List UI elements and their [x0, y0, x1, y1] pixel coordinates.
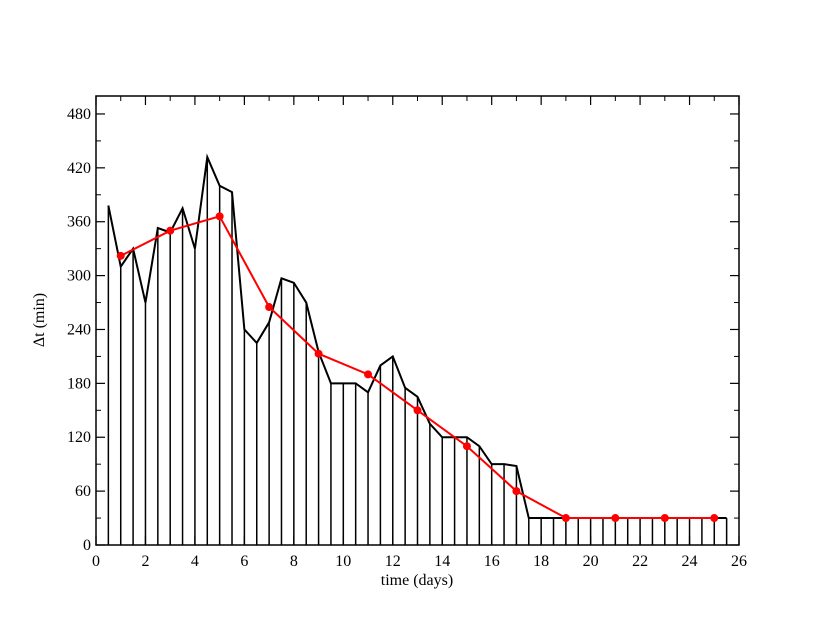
red-marker [462, 442, 471, 451]
red-marker [512, 487, 521, 496]
red-marker [710, 514, 719, 523]
red-marker [166, 226, 175, 235]
red-marker [611, 514, 620, 523]
y-tick-label: 240 [67, 321, 91, 338]
y-tick-label: 0 [83, 537, 91, 554]
y-tick-label: 360 [67, 214, 91, 231]
drop-lines [107, 157, 728, 545]
red-marker [413, 406, 422, 415]
y-tick-label: 420 [67, 160, 91, 177]
x-tick-label: 22 [632, 553, 648, 570]
red-marker [265, 303, 274, 312]
axes: 0 2 4 6 8 10 12 14 16 18 20 22 24 2606012018024030036… [67, 96, 747, 570]
x-tick-label: 6 [240, 553, 248, 570]
red-marker [116, 251, 125, 260]
y-axis-label: Δt (min) [31, 293, 48, 347]
y-tick-label: 300 [67, 268, 91, 285]
y-tick-label: 480 [67, 106, 91, 123]
y-tick-label: 60 [75, 483, 91, 500]
x-tick-label: 24 [682, 553, 698, 570]
y-tick-label: 120 [67, 429, 91, 446]
x-axis-label: time (days) [381, 572, 453, 589]
x-tick-label: 20 [583, 553, 599, 570]
x-tick-label: 8 [290, 553, 298, 570]
x-tick-label: 0 [92, 553, 100, 570]
x-tick-label: 18 [533, 553, 549, 570]
red-marker [561, 514, 570, 523]
x-tick-label: 16 [484, 553, 500, 570]
x-tick-label: 12 [385, 553, 401, 570]
red-marker [215, 212, 224, 221]
red-marker [314, 349, 323, 358]
x-tick-label: 2 [141, 553, 149, 570]
x-tick-label: 14 [434, 553, 450, 570]
plot-frame [95, 95, 740, 546]
red-marker [364, 370, 373, 379]
x-tick-label: 4 [191, 553, 199, 570]
x-tick-label: 26 [731, 553, 747, 570]
series-red [116, 212, 719, 523]
red-marker [660, 514, 669, 523]
x-tick-label: 10 [335, 553, 351, 570]
y-tick-label: 180 [67, 375, 91, 392]
